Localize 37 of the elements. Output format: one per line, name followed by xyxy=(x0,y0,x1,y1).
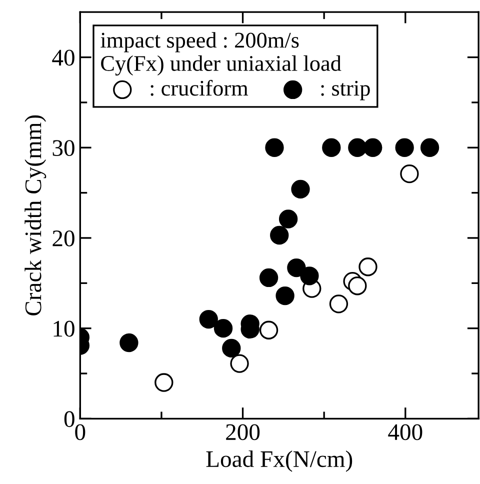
legend-label: : strip xyxy=(321,80,370,100)
legend-title: impact speed : 200m/s Cy(Fx) under uniaxial load xyxy=(100,32,342,76)
x-axis-title: Load Fx(N/cm) xyxy=(206,450,352,472)
point xyxy=(199,310,218,329)
point xyxy=(322,138,341,157)
legend-label: : cruciform xyxy=(150,80,248,96)
y-tick-label: 40 xyxy=(52,50,74,66)
point xyxy=(270,226,289,245)
point xyxy=(259,268,278,288)
point xyxy=(278,210,298,228)
x-tick-label: 0 xyxy=(75,424,86,440)
y-tick-label: 10 xyxy=(54,320,74,337)
point xyxy=(300,266,319,286)
point xyxy=(287,258,306,278)
y-axis-title: Crack width Cy(mm) xyxy=(24,115,46,316)
point xyxy=(364,138,382,157)
point xyxy=(120,333,138,352)
x-tick-label: 400 xyxy=(388,424,422,440)
point xyxy=(348,276,367,296)
point xyxy=(291,180,310,199)
point xyxy=(222,338,241,358)
point xyxy=(395,138,414,157)
y-tick-label: 0 xyxy=(64,411,74,428)
x-tick-label: 200 xyxy=(226,424,260,440)
point xyxy=(214,318,233,338)
point xyxy=(154,373,174,392)
point xyxy=(329,294,348,314)
y-tick-label: 30 xyxy=(52,140,74,156)
point xyxy=(259,320,278,340)
point xyxy=(358,258,378,276)
point xyxy=(230,354,249,373)
point xyxy=(265,138,284,157)
y-tick-label: 20 xyxy=(52,230,74,246)
point xyxy=(348,138,367,157)
point xyxy=(276,286,294,306)
point xyxy=(400,164,419,184)
point xyxy=(420,138,440,157)
